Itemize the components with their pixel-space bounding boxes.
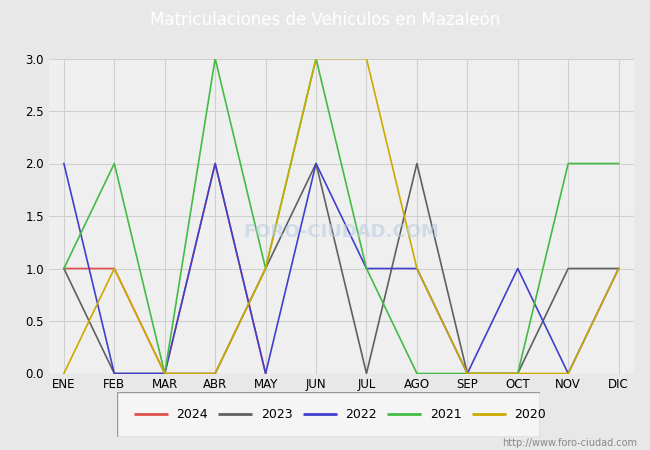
Text: 2024: 2024 bbox=[176, 408, 208, 420]
Text: 2022: 2022 bbox=[345, 408, 377, 420]
Text: http://www.foro-ciudad.com: http://www.foro-ciudad.com bbox=[502, 438, 637, 448]
Text: 2023: 2023 bbox=[261, 408, 292, 420]
Text: 2021: 2021 bbox=[430, 408, 462, 420]
Text: FORO-CIUDAD.COM: FORO-CIUDAD.COM bbox=[243, 223, 439, 241]
Text: Matriculaciones de Vehiculos en Mazaleón: Matriculaciones de Vehiculos en Mazaleón bbox=[150, 11, 500, 29]
FancyBboxPatch shape bbox=[117, 392, 540, 436]
Text: 2020: 2020 bbox=[514, 408, 546, 420]
